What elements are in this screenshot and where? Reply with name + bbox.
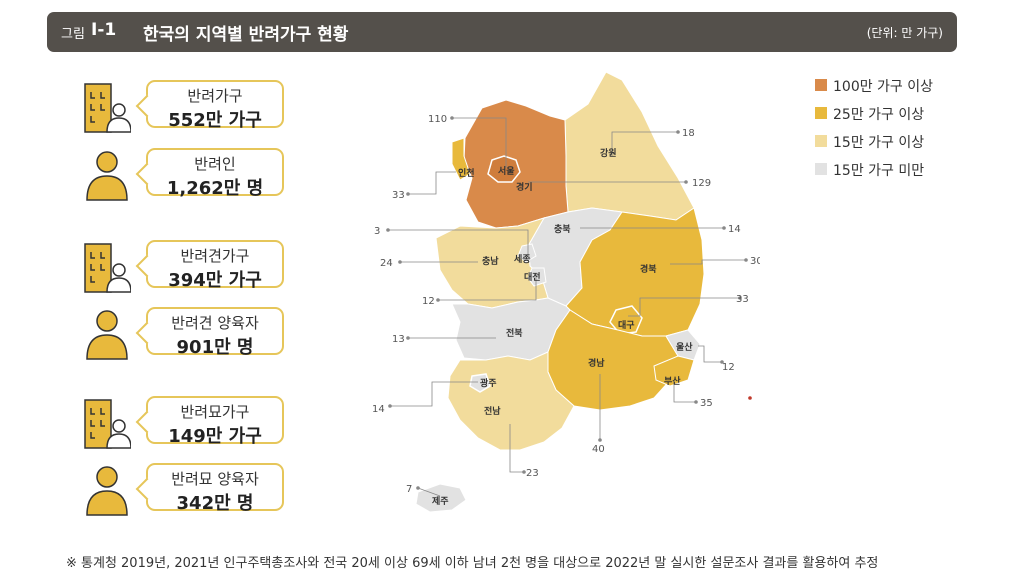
footnote: ※ 통계청 2019년, 2021년 인구주택총조사와 전국 20세 이상 69…: [66, 556, 879, 571]
region-value-jeonbuk: 13: [392, 334, 405, 345]
region-name-seoul: 서울: [498, 165, 515, 177]
region-value-gyeongnam: 40: [592, 444, 605, 455]
legend-swatch: [815, 79, 827, 91]
stat-value: 394만 가구: [168, 270, 262, 291]
region-value-chungbuk: 14: [728, 224, 741, 235]
stat-bubble: 반려견 양육자 901만 명: [135, 307, 284, 358]
figure-title: 한국의 지역별 반려가구 현황: [143, 25, 349, 45]
dokdo-dot: [748, 396, 752, 400]
region-value-gyeongbuk: 30: [750, 256, 760, 267]
region-daegu: [609, 305, 643, 335]
region-name-jeju: 제주: [432, 495, 449, 507]
region-value-busan: 35: [700, 398, 713, 409]
legend-label: 15만 가구 미만: [833, 163, 925, 179]
region-value-ulsan: 12: [722, 362, 735, 373]
stat-value: 342만 명: [176, 493, 254, 514]
household-icon: [83, 396, 132, 452]
figure-number: Ⅰ-1: [91, 20, 117, 40]
figure-title-bar: 그림 Ⅰ-1 한국의 지역별 반려가구 현황 (단위: 만 가구): [47, 12, 957, 52]
region-value-gwangju: 14: [372, 404, 385, 415]
stat-label: 반려견가구: [180, 247, 250, 265]
legend-label: 15만 가구 이상: [833, 135, 925, 151]
region-name-gyeongnam: 경남: [588, 357, 605, 369]
region-sejong: [517, 243, 537, 263]
legend-swatch: [815, 135, 827, 147]
region-name-daejeon: 대전: [524, 271, 541, 283]
stat-bubble: 반려인 1,262만 명: [135, 148, 284, 199]
stat-value: 901만 명: [176, 337, 254, 358]
region-value-daegu: 33: [736, 294, 749, 305]
stat-bubble: 반려견가구 394만 가구: [135, 240, 284, 291]
stat-bubble: 반려묘가구 149만 가구: [135, 396, 284, 447]
leader-dots: [386, 116, 748, 490]
region-gangwon: [564, 71, 695, 221]
region-name-gwangju: 광주: [480, 377, 497, 389]
stat-value: 552만 가구: [168, 110, 262, 131]
stat-label: 반려묘가구: [180, 403, 250, 421]
region-value-jeonnam: 23: [526, 468, 539, 479]
household-icon: [83, 80, 132, 136]
stat-value: 1,262만 명: [166, 178, 264, 199]
household-icon: [83, 240, 132, 296]
region-value-incheon: 33: [392, 190, 405, 201]
legend-label: 25만 가구 이상: [833, 107, 925, 123]
person-icon: [83, 148, 131, 204]
region-ulsan: [665, 329, 701, 361]
region-value-daejeon: 12: [422, 296, 435, 307]
figure-label: 그림: [61, 27, 85, 42]
region-value-gangwon: 18: [682, 128, 695, 139]
region-gwangju: [469, 373, 491, 393]
region-daejeon: [527, 267, 547, 287]
region-value-gyeonggi: 129: [692, 178, 711, 189]
korea-map-svg: 서울 인천 경기 강원 충북 세종 충남 대전 경북 대구 전북 울산 경남 부…: [372, 71, 763, 513]
region-value-jeju: 7: [406, 484, 412, 495]
region-chungnam: [435, 217, 549, 309]
stat-value: 149만 가구: [168, 426, 262, 447]
region-name-jeonbuk: 전북: [506, 327, 523, 339]
region-name-daegu: 대구: [618, 319, 635, 331]
region-name-gyeongbuk: 경북: [640, 263, 657, 275]
region-incheon: [451, 137, 471, 181]
region-value-sejong: 3: [374, 226, 380, 237]
region-jeju: [415, 483, 467, 513]
region-name-jeonnam: 전남: [484, 405, 501, 417]
stat-label: 반려묘 양육자: [171, 470, 259, 488]
stat-label: 반려가구: [187, 87, 243, 105]
stat-bubble: 반려가구 552만 가구: [135, 80, 284, 131]
stat-bubble: 반려묘 양육자 342만 명: [135, 463, 284, 514]
region-name-chungbuk: 충북: [554, 223, 571, 235]
region-value-seoul: 110: [428, 114, 447, 125]
region-name-ulsan: 울산: [676, 341, 693, 353]
person-icon: [83, 463, 131, 519]
region-name-gyeonggi: 경기: [516, 181, 533, 193]
region-value-chungnam: 24: [380, 258, 393, 269]
legend-swatch: [815, 107, 827, 119]
leader-lines: [388, 117, 746, 497]
region-name-incheon: 인천: [458, 168, 475, 179]
legend-label: 100만 가구 이상: [833, 79, 934, 95]
person-icon: [83, 307, 131, 363]
korea-map: 서울 인천 경기 강원 충북 세종 충남 대전 경북 대구 전북 울산 경남 부…: [360, 60, 763, 524]
region-name-chungnam: 충남: [482, 255, 499, 267]
stat-label: 반려인: [194, 155, 236, 173]
region-name-busan: 부산: [664, 375, 681, 387]
stat-label: 반려견 양육자: [171, 314, 259, 332]
region-name-sejong: 세종: [514, 253, 531, 265]
region-busan: [653, 355, 695, 387]
figure-unit: (단위: 만 가구): [866, 26, 943, 40]
legend-swatch: [815, 163, 827, 175]
region-name-gangwon: 강원: [600, 147, 617, 159]
